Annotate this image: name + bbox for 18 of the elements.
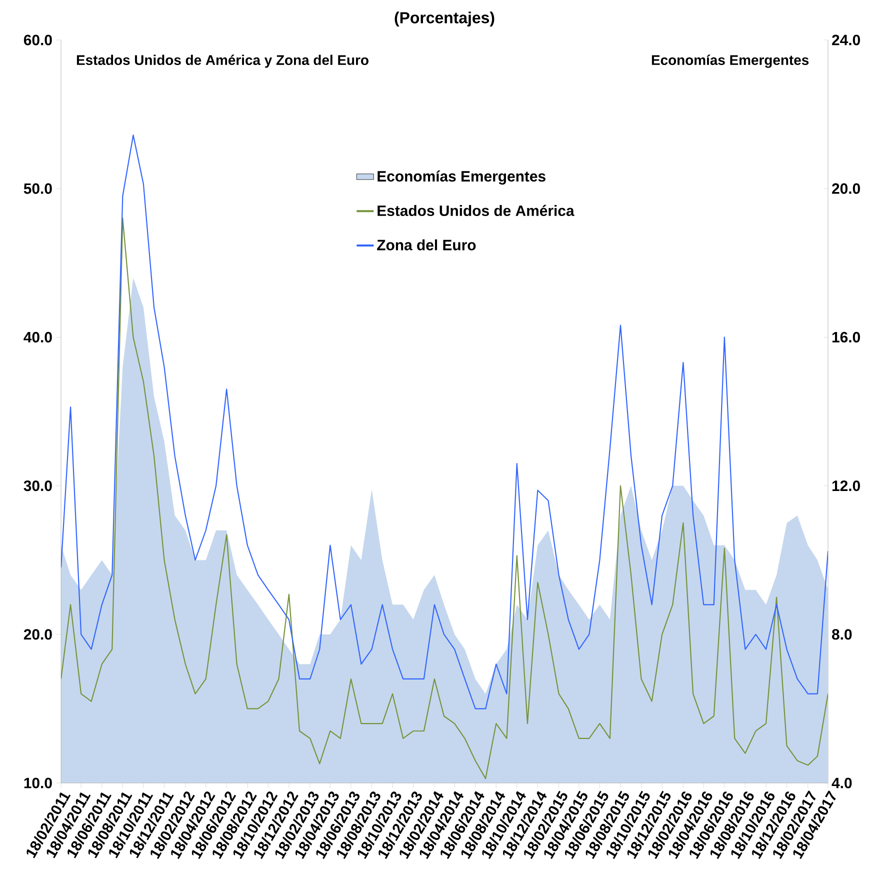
chart-title: (Porcentajes) xyxy=(394,12,494,27)
y2-tick-label: 8.0 xyxy=(832,629,852,640)
y2-axis-title: Economías Emergentes xyxy=(652,54,809,68)
legend-label: Economías Emergentes xyxy=(378,170,546,185)
y-tick-label: 30.0 xyxy=(24,480,52,492)
y2-tick-label: 24.0 xyxy=(832,34,860,46)
y-axis-title: Estados Unidos de América y Zona del Euro xyxy=(76,54,368,68)
y2-tick-label: 12.0 xyxy=(832,480,860,492)
y2-tick-label: 4.0 xyxy=(832,778,852,788)
legend-label: Estados Unidos de América xyxy=(378,204,574,216)
y2-tick-label: 20.0 xyxy=(832,183,860,194)
legend-label: Zona del Euro xyxy=(377,239,476,250)
y-tick-label: 50.0 xyxy=(24,183,52,194)
y-tick-label: 20.0 xyxy=(24,629,52,640)
y-tick-label: 60.0 xyxy=(24,34,52,46)
y-tick-label: 40.0 xyxy=(24,332,52,342)
y-tick-label: 10.0 xyxy=(24,778,52,788)
y2-tick-label: 16.0 xyxy=(832,332,860,342)
